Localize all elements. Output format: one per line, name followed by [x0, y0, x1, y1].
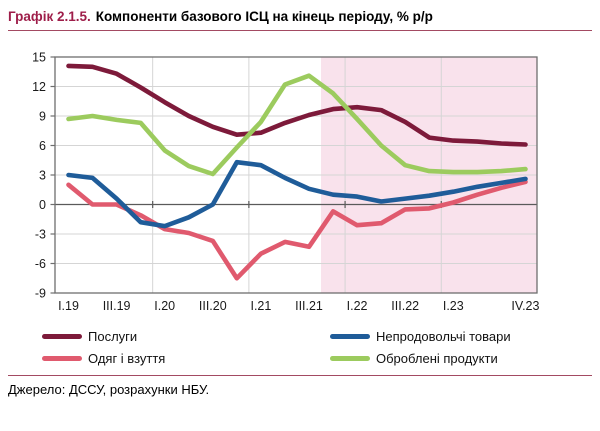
legend-item-1: Непродовольчі товари	[330, 329, 592, 344]
series-line-2	[66, 179, 528, 281]
x-axis-label: I.21	[250, 299, 271, 313]
x-axis-label: I.20	[154, 299, 175, 313]
x-axis-label: I.22	[347, 299, 368, 313]
legend-item-3: Оброблені продукти	[330, 351, 592, 366]
legend-swatch	[330, 356, 370, 361]
x-axis-label: III.20	[199, 299, 227, 313]
y-axis-label: 12	[32, 80, 46, 94]
core-cpi-chart-canvas: 15 12 9 6 3 0 -3 -6 -9 I.19 III.19 I.20 III.20 I.21 II…	[32, 51, 539, 314]
title-prefix: Графік 2.1.5.	[8, 9, 91, 24]
x-axis-label: I.23	[443, 299, 464, 313]
y-axis-label: 3	[39, 169, 46, 183]
x-axis-label: I.19	[58, 299, 79, 313]
y-axis-label: 15	[32, 51, 46, 65]
legend-label: Послуги	[88, 329, 138, 345]
title-text: Компоненти базового ІСЦ на кінець період…	[95, 9, 433, 24]
page-title: Графік 2.1.5. Компоненти базового ІСЦ на …	[8, 8, 592, 26]
legend-swatch	[42, 356, 82, 361]
line-chart: 15 12 9 6 3 0 -3 -6 -9 I.19 III.19 I.20 III.20 I.21 II…	[0, 35, 592, 327]
legend-item-0: Послуги	[42, 329, 330, 344]
y-axis-label: -9	[35, 287, 46, 301]
y-axis-label: -3	[35, 228, 46, 242]
legend-item-2: Одяг і взуття	[42, 351, 330, 366]
legend-swatch	[42, 334, 82, 339]
x-axis-label: III.21	[295, 299, 323, 313]
y-axis-label: 0	[39, 198, 46, 212]
plot-frame	[54, 56, 538, 294]
legend-swatch	[330, 334, 370, 339]
legend-label: Оброблені продукти	[376, 351, 498, 367]
title-underline	[8, 30, 592, 32]
chart-legend: Послуги Непродовольчі товари Одяг і взуття…	[8, 329, 592, 366]
legend-label: Непродовольчі товари	[376, 329, 511, 345]
y-axis-label: 6	[39, 139, 46, 153]
series-line-0	[66, 63, 528, 148]
series-line-1	[66, 160, 528, 229]
series-line-3	[66, 73, 528, 177]
source-divider	[8, 375, 592, 377]
x-axis-label: III.19	[103, 299, 131, 313]
y-axis-label: 9	[39, 110, 46, 124]
x-axis-label: IV.23	[511, 299, 539, 313]
source-note: Джерело: ДССУ, розрахунки НБУ.	[8, 382, 210, 398]
report-figure: Графік 2.1.5. Компоненти базового ІСЦ на …	[0, 8, 592, 398]
x-axis-label: III.22	[391, 299, 419, 313]
legend-label: Одяг і взуття	[88, 351, 166, 367]
y-axis-label: -6	[35, 257, 46, 271]
